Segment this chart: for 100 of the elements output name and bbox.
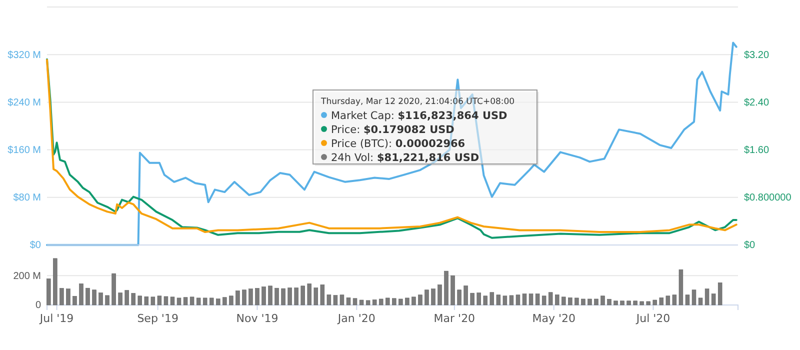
bar [86, 288, 90, 306]
y2-tick-label: $0.800000 [744, 192, 792, 204]
bar [46, 278, 51, 306]
y2-tick-label: $1.60 [744, 145, 770, 156]
y-tick-label: $160 M [8, 145, 41, 156]
bar [66, 288, 70, 306]
bar [79, 284, 84, 306]
bar [704, 288, 710, 306]
bar [222, 297, 227, 306]
bar [326, 294, 332, 306]
bar [542, 296, 546, 306]
bar [562, 296, 566, 306]
bar [216, 298, 220, 306]
bar [164, 296, 168, 306]
bar [294, 288, 298, 306]
y2-tick-label: $3.20 [744, 50, 770, 61]
bar [640, 301, 644, 306]
x-tick-label: Jul '20 [635, 312, 670, 325]
x-tick-label: May '20 [532, 312, 576, 325]
text: 24h Vol: [331, 152, 374, 164]
bar [548, 292, 553, 306]
bar [457, 290, 462, 306]
bar [554, 294, 560, 306]
bar [105, 295, 110, 306]
bar [620, 300, 624, 306]
bar [131, 293, 136, 306]
bar [53, 258, 58, 306]
bar [144, 296, 149, 306]
bar [464, 286, 468, 306]
annotation: $116,823,864 USD [398, 110, 508, 122]
bar [268, 286, 272, 306]
annotation: Thursday, Mar 12 2020, 21:04:06 UTC+08:00 [320, 97, 515, 107]
y-tick-label: 200 M [13, 270, 41, 282]
x-tick-label: Mar '20 [434, 312, 476, 325]
bar [209, 298, 214, 306]
bar [300, 286, 305, 306]
bar [600, 296, 605, 306]
bar [490, 292, 494, 306]
bar [378, 298, 384, 306]
bar [229, 296, 234, 306]
bar [288, 288, 292, 306]
bar [652, 300, 657, 306]
bar [633, 300, 638, 306]
bar [418, 294, 422, 306]
bar [92, 290, 96, 306]
bar [594, 298, 598, 306]
x-tick-label: Jul '19 [38, 312, 74, 325]
bar [372, 300, 377, 306]
bar [236, 290, 240, 306]
bar [483, 296, 488, 306]
legend-label: Market Cap: [331, 110, 394, 122]
bar [314, 288, 318, 306]
bar [392, 298, 396, 306]
y-tick-label: $320 M [8, 50, 41, 61]
bar [450, 275, 455, 306]
y-tick-label: 0 [35, 300, 42, 312]
bar [646, 301, 650, 306]
bar [431, 288, 436, 306]
bar [502, 296, 508, 306]
x-tick-label: Nov '19 [236, 312, 278, 325]
bar [412, 296, 416, 306]
bar [150, 296, 156, 306]
text: Price (BTC): [331, 138, 392, 150]
bar [72, 296, 77, 306]
legend-label: Price: [331, 124, 360, 136]
text: $81,221,816 USD [376, 152, 480, 164]
bar [614, 300, 618, 306]
bar [333, 295, 338, 306]
y-tick-label: $0 [30, 240, 42, 252]
bar [359, 300, 364, 306]
bar [438, 284, 442, 306]
bar [476, 292, 481, 306]
bar [255, 288, 260, 306]
text: 0.00002966 [395, 138, 466, 150]
y2-tick-label: $0 [744, 240, 756, 252]
bar [496, 294, 501, 306]
bar [202, 298, 208, 306]
bar [574, 298, 579, 306]
bar [242, 290, 246, 306]
bar [626, 300, 631, 306]
bar [124, 290, 129, 306]
bar [424, 290, 429, 306]
bar [678, 269, 684, 306]
bar [607, 298, 612, 306]
bar [112, 273, 116, 306]
bar [666, 296, 670, 306]
bar [718, 282, 722, 306]
bar [568, 298, 572, 306]
x-tick-label: Jan '20 [336, 312, 376, 325]
bar [535, 294, 540, 306]
bar [196, 298, 201, 306]
y-tick-label: $240 M [8, 97, 41, 108]
bar [98, 292, 103, 306]
bar [274, 288, 279, 306]
x-tick-label: Sep '19 [137, 312, 178, 325]
bar [248, 288, 253, 306]
bar [366, 300, 370, 306]
bar [157, 296, 162, 306]
bar [190, 296, 194, 306]
bar [118, 292, 122, 306]
